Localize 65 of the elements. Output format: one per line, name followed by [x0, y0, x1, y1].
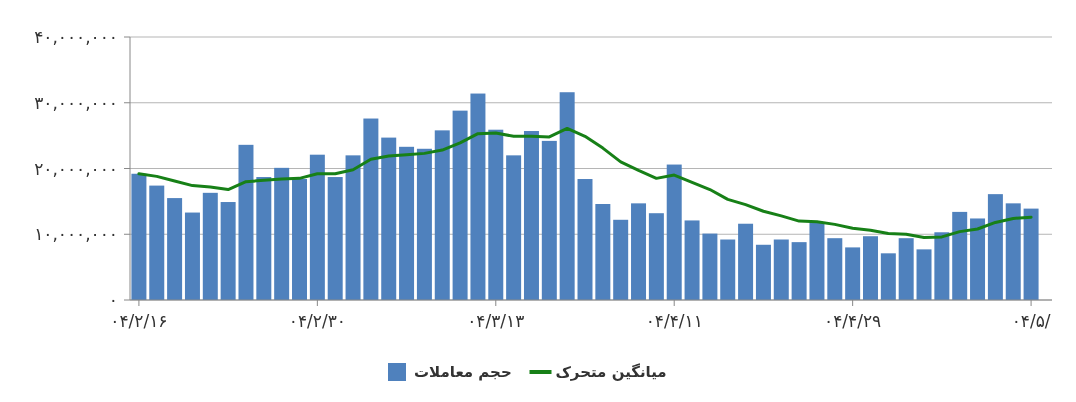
x-tick-label: ۰۴/۲/۱۶ [110, 311, 168, 331]
bar [167, 198, 183, 300]
bar [880, 253, 896, 300]
bar [863, 236, 878, 300]
bar [274, 167, 290, 300]
bar [595, 204, 611, 300]
bar [327, 177, 343, 300]
y-tick-label: ۱۰,۰۰۰,۰۰۰ [34, 224, 118, 245]
bar [292, 179, 307, 300]
bar [488, 129, 504, 300]
bar [1023, 208, 1039, 300]
bar [149, 185, 165, 300]
bar [256, 177, 272, 300]
bar [345, 155, 361, 300]
bar [523, 131, 539, 300]
bar [541, 140, 557, 300]
bar [613, 219, 629, 300]
bar [577, 179, 593, 300]
bar [898, 238, 914, 300]
bar [559, 92, 575, 300]
bar [684, 220, 700, 300]
bar [791, 242, 807, 300]
bar [506, 155, 522, 300]
bar [827, 238, 843, 300]
bar [702, 233, 718, 300]
bar [470, 93, 486, 300]
x-tick-label: ۰۴/۴/۲۹ [824, 311, 882, 331]
y-tick-label: ۴۰,۰۰۰,۰۰۰ [34, 27, 118, 47]
bar [363, 118, 379, 300]
bar [934, 232, 950, 300]
bar [738, 223, 754, 300]
bar [184, 212, 200, 300]
bar [631, 203, 647, 300]
bar [987, 194, 1003, 300]
bar [416, 148, 432, 300]
x-tick-label: ۰۴/۴/۱۱ [645, 311, 703, 331]
bar [381, 137, 397, 300]
bar [755, 244, 771, 300]
y-tick-label: ۰ [108, 290, 118, 310]
bar [845, 247, 861, 300]
bar [773, 239, 789, 300]
bar [952, 211, 968, 300]
legend-label: میانگین متحرک [555, 363, 667, 381]
bar [202, 192, 218, 300]
bar [666, 164, 682, 300]
x-tick-label: ۰۴/۵/ [1011, 311, 1051, 331]
bar [809, 222, 825, 300]
bar [970, 218, 986, 300]
x-tick-label: ۰۴/۲/۳۰ [288, 311, 346, 331]
bar [648, 213, 664, 300]
bar [220, 202, 236, 300]
bar [434, 130, 450, 300]
bar [399, 146, 415, 300]
x-tick-label: ۰۴/۳/۱۳ [467, 311, 525, 331]
line-series [137, 126, 1033, 240]
y-tick-label: ۲۰,۰۰۰,۰۰۰ [34, 158, 118, 179]
bar [238, 144, 254, 300]
bar [452, 110, 468, 300]
bar [720, 239, 736, 300]
y-tick-label: ۳۰,۰۰۰,۰۰۰ [34, 92, 118, 113]
bar [309, 154, 325, 300]
legend-label: حجم معاملات [414, 363, 512, 381]
bar [1005, 203, 1021, 300]
bar [131, 173, 147, 300]
bar [916, 249, 932, 300]
